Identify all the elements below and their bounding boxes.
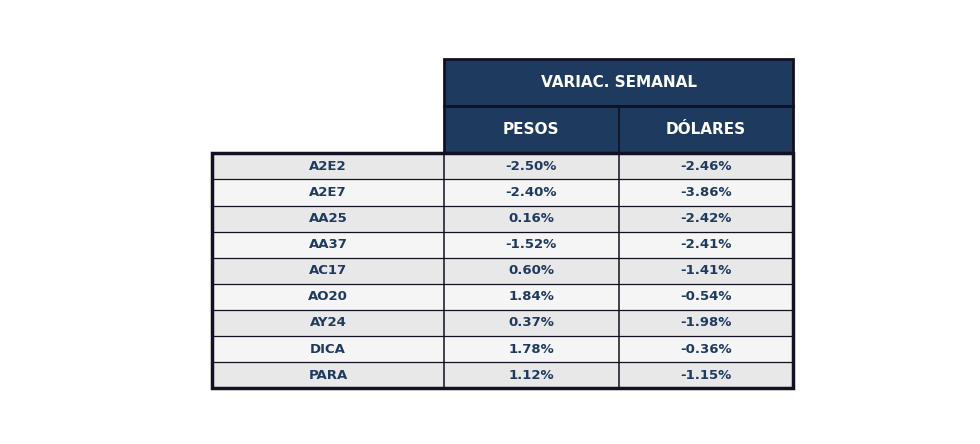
- Text: -2.40%: -2.40%: [506, 186, 557, 199]
- Text: -0.36%: -0.36%: [680, 343, 731, 356]
- Bar: [212, 179, 793, 206]
- Text: AA37: AA37: [309, 238, 347, 251]
- Text: A2E2: A2E2: [309, 160, 347, 173]
- Bar: [212, 232, 793, 258]
- Text: DICA: DICA: [310, 343, 346, 356]
- Text: -3.86%: -3.86%: [680, 186, 731, 199]
- Text: 1.12%: 1.12%: [509, 369, 554, 382]
- Bar: [444, 59, 793, 106]
- Text: -1.41%: -1.41%: [680, 264, 731, 278]
- Bar: [212, 284, 793, 310]
- Text: -1.98%: -1.98%: [680, 317, 731, 329]
- Text: -2.41%: -2.41%: [680, 238, 731, 251]
- Text: AO20: AO20: [308, 290, 348, 303]
- Text: AA25: AA25: [309, 212, 347, 225]
- Bar: [212, 258, 793, 284]
- Bar: [212, 336, 793, 362]
- Text: -2.50%: -2.50%: [506, 160, 557, 173]
- Text: -2.42%: -2.42%: [680, 212, 731, 225]
- Bar: [212, 310, 793, 336]
- Bar: [212, 206, 793, 232]
- Bar: [444, 106, 793, 153]
- Text: 0.37%: 0.37%: [509, 317, 555, 329]
- Text: PARA: PARA: [309, 369, 348, 382]
- Text: 1.84%: 1.84%: [509, 290, 555, 303]
- Text: -2.46%: -2.46%: [680, 160, 731, 173]
- Text: AC17: AC17: [309, 264, 347, 278]
- Text: -1.15%: -1.15%: [680, 369, 731, 382]
- Text: -0.54%: -0.54%: [680, 290, 731, 303]
- Text: 1.78%: 1.78%: [509, 343, 554, 356]
- Text: 0.16%: 0.16%: [509, 212, 555, 225]
- Bar: [212, 153, 793, 388]
- Text: VARIAC. SEMANAL: VARIAC. SEMANAL: [541, 75, 697, 90]
- Text: PESOS: PESOS: [503, 122, 560, 137]
- Text: A2E7: A2E7: [309, 186, 347, 199]
- Text: AY24: AY24: [310, 317, 346, 329]
- Text: -1.52%: -1.52%: [506, 238, 557, 251]
- Text: 0.60%: 0.60%: [509, 264, 555, 278]
- Bar: [212, 153, 793, 179]
- Bar: [212, 362, 793, 388]
- Text: DÓLARES: DÓLARES: [665, 122, 746, 137]
